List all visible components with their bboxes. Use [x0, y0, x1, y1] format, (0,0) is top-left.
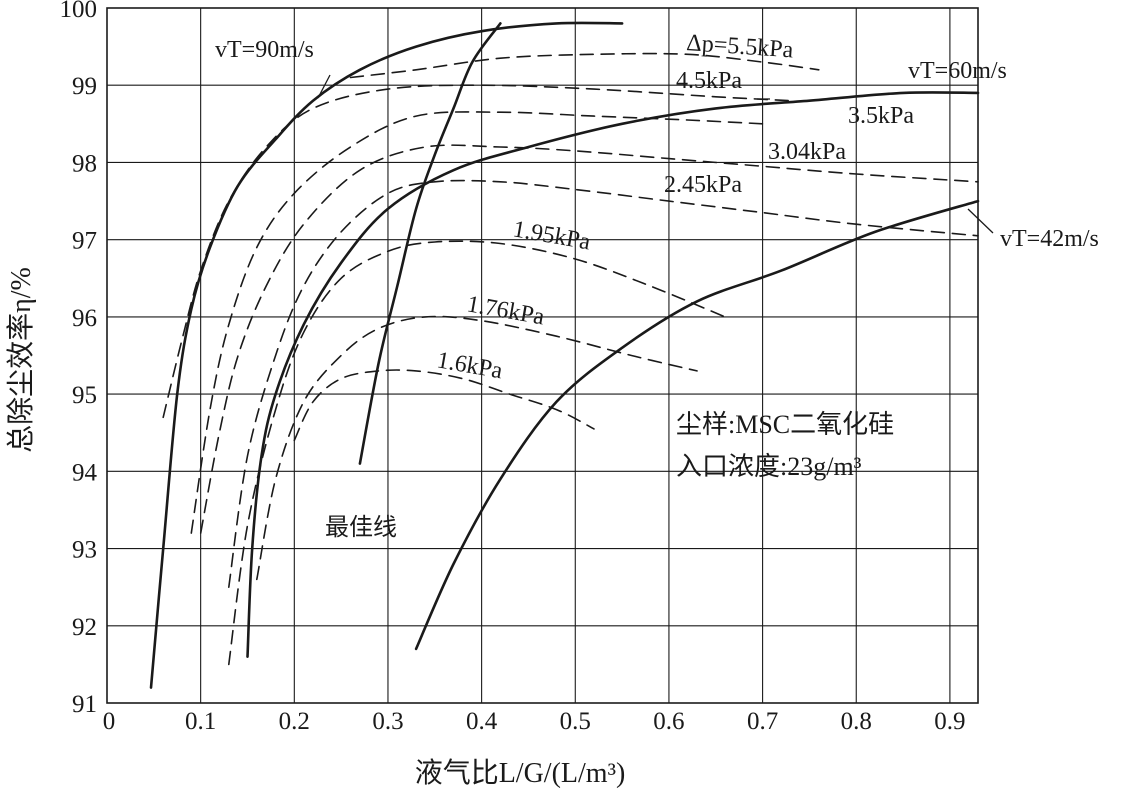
y-tick-label: 92 — [72, 614, 97, 641]
series-line-6 — [190, 111, 764, 534]
curve-labels: vT=90m/s Δp=5.5kPa 4.5kPa vT=60m/s 3.5kPa3.0… — [215, 30, 1099, 541]
y-tick-labels: 91 92 93 94 95 96 97 98 99 100 — [60, 0, 98, 718]
series-group — [149, 21, 980, 689]
y-tick-label: 94 — [72, 459, 98, 486]
series-line-7 — [199, 144, 979, 534]
x-tick-label: 0.3 — [372, 708, 403, 735]
x-tick-label: 0.9 — [934, 708, 965, 735]
x-tick-label: 0.6 — [653, 708, 684, 735]
y-tick-label: 95 — [72, 382, 97, 409]
label-vt-90: vT=90m/s — [215, 37, 314, 63]
label-dp-3-5: 3.5kPa — [848, 103, 914, 129]
x-tick-label: 0.8 — [841, 708, 872, 735]
y-tick-label: 96 — [72, 305, 97, 332]
leader-lines — [317, 74, 994, 234]
label-dp-4-5: 4.5kPa — [676, 68, 742, 94]
x-tick-label: 0.1 — [185, 708, 216, 735]
series-line-1 — [246, 91, 980, 658]
series-line-0 — [149, 21, 624, 689]
series-line-5 — [162, 84, 792, 419]
label-dp-1-6: 1.6kPa — [435, 347, 505, 384]
label-vt-42: vT=42m/s — [1000, 226, 1099, 252]
y-axis-title: 总除尘效率η/% — [5, 267, 37, 453]
series-line-9 — [228, 240, 726, 666]
x-tick-label: 0.4 — [466, 708, 498, 735]
series-line-11 — [293, 369, 595, 442]
series-line-3 — [358, 22, 502, 465]
x-axis-title: 液气比L/G/(L/m³) — [415, 757, 626, 789]
label-dp-2-45: 2.45kPa — [664, 172, 742, 198]
x-tick-labels: 0 0.1 0.2 0.3 0.4 0.5 0.6 0.7 0.8 0.9 — [103, 708, 966, 735]
leader-line-2 — [967, 208, 994, 234]
label-dp-1-95: 1.95kPa — [511, 216, 593, 255]
y-tick-label: 100 — [60, 0, 98, 23]
y-tick-label: 98 — [72, 150, 97, 177]
plot-frame — [106, 7, 979, 704]
x-tick-label: 0.7 — [747, 708, 778, 735]
series-line-8 — [228, 179, 979, 588]
label-dp-3-04: 3.04kPa — [768, 139, 846, 165]
series-line-2 — [414, 199, 980, 651]
y-tick-label: 91 — [72, 691, 97, 718]
y-tick-label: 99 — [72, 73, 97, 100]
leader-line-0 — [317, 74, 331, 99]
x-tick-label: 0.5 — [560, 708, 591, 735]
label-dp-5-5: Δp=5.5kPa — [686, 30, 795, 63]
annotation-inlet-concentration: 入口浓度:23g/m³ — [676, 452, 862, 481]
annotation-dust-sample: 尘样:MSC二氧化硅 — [676, 410, 894, 439]
x-tick-label: 0 — [103, 708, 116, 735]
y-tick-label: 97 — [72, 228, 97, 255]
grid-lines — [107, 8, 978, 703]
label-best-line: 最佳线 — [325, 514, 397, 541]
y-tick-label: 93 — [72, 537, 97, 564]
label-vt-60: vT=60m/s — [908, 58, 1007, 84]
x-tick-label: 0.2 — [279, 708, 310, 735]
series-line-4 — [349, 52, 820, 79]
series-line-10 — [256, 315, 698, 581]
